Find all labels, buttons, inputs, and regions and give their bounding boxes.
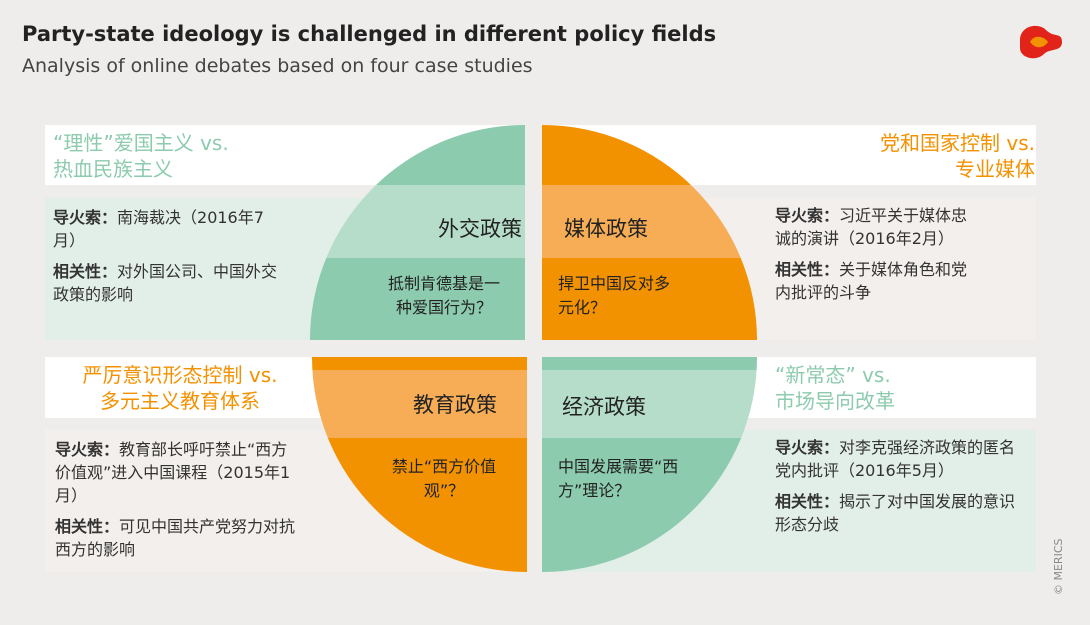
heading-line: 严厉意识形态控制 vs.: [82, 363, 278, 387]
question: 禁止“西方价值 观”？: [354, 455, 534, 503]
trigger: 导火索：对李克强经济政策的匿名党内批评（2016年5月）: [775, 436, 1020, 482]
trigger: 导火索：教育部长呼吁禁止“西方价值观”进入中国课程（2015年1月）: [55, 438, 300, 507]
band: [542, 258, 757, 340]
info-label: 导火索：: [775, 438, 840, 457]
subtitle: Analysis of online debates based on four…: [22, 55, 533, 77]
relevance: 相关性：揭示了对中国发展的意识形态分歧: [775, 490, 1020, 536]
heading-line: 党和国家控制 vs.: [880, 131, 1035, 155]
info-text: 对外国公司、中国外交政策的影响: [53, 262, 278, 304]
field-name: 教育政策: [413, 393, 497, 417]
band: [310, 258, 525, 340]
heading: 党和国家控制 vs. 专业媒体: [735, 130, 1035, 182]
info: 导火索：南海裁决（2016年7月） 相关性：对外国公司、中国外交政策的影响: [53, 206, 285, 306]
info-text: 可见中国共产党努力对抗西方的影响: [55, 517, 296, 559]
trigger: 导火索：习近平关于媒体忠诚的演讲（2016年2月）: [775, 204, 980, 250]
info-label: 导火索：: [55, 440, 120, 459]
heading: 严厉意识形态控制 vs. 多元主义教育体系: [30, 362, 330, 414]
heading-line: “新常态” vs.: [775, 363, 891, 387]
info-text: 关于媒体角色和党内批评的斗争: [775, 260, 968, 302]
heading-line: 市场导向改革: [775, 389, 895, 413]
question-line: 方”理论？: [558, 481, 631, 500]
info-label: 导火索：: [53, 208, 118, 227]
info-text: 对李克强经济政策的匿名党内批评（2016年5月）: [775, 438, 1016, 480]
band: [312, 370, 527, 438]
band: [542, 370, 757, 438]
band: [542, 357, 757, 370]
logo: [1020, 25, 1062, 59]
info-label: 相关性：: [775, 260, 840, 279]
question-line: 种爱国行为？: [395, 298, 492, 317]
question-line: 元化？: [558, 298, 607, 317]
info-text: 揭示了对中国发展的意识形态分歧: [775, 492, 1016, 534]
question-line: 捍卫中国反对多: [558, 274, 671, 293]
band: [310, 125, 525, 185]
heading-line: 多元主义教育体系: [100, 389, 260, 413]
question: 捍卫中国反对多 元化？: [558, 272, 738, 320]
relevance: 相关性：关于媒体角色和党内批评的斗争: [775, 258, 980, 304]
title: Party-state ideology is challenged in di…: [22, 22, 717, 46]
info-text: 习近平关于媒体忠诚的演讲（2016年2月）: [775, 206, 968, 248]
field-name: 媒体政策: [564, 217, 648, 241]
field-name: 经济政策: [562, 395, 646, 419]
trigger: 导火索：南海裁决（2016年7月）: [53, 206, 285, 252]
info-label: 导火索：: [775, 206, 840, 225]
question-line: 中国发展需要“西: [558, 457, 679, 476]
heading-line: “理性”爱国主义 vs.: [53, 131, 229, 155]
field-name: 外交政策: [438, 217, 522, 241]
info-label: 相关性：: [55, 517, 120, 536]
info-label: 相关性：: [775, 492, 840, 511]
heading-line: 专业媒体: [955, 157, 1035, 181]
info-text: 教育部长呼吁禁止“西方价值观”进入中国课程（2015年1月）: [55, 440, 291, 505]
question-line: 抵制肯德基是一: [387, 274, 500, 293]
relevance: 相关性：对外国公司、中国外交政策的影响: [53, 260, 285, 306]
info: 导火索：对李克强经济政策的匿名党内批评（2016年5月） 相关性：揭示了对中国发展…: [775, 436, 1020, 536]
relevance: 相关性：可见中国共产党努力对抗西方的影响: [55, 515, 300, 561]
info-label: 相关性：: [53, 262, 118, 281]
band: [542, 125, 757, 185]
question-line: 禁止“西方价值: [391, 457, 497, 476]
quarter: [542, 125, 757, 340]
heading-line: 热血民族主义: [53, 157, 173, 181]
question: 中国发展需要“西 方”理论？: [558, 455, 738, 503]
info: 导火索：教育部长呼吁禁止“西方价值观”进入中国课程（2015年1月） 相关性：可见…: [55, 438, 300, 561]
logo-shape: [1030, 36, 1048, 48]
info-text: 南海裁决（2016年7月）: [53, 208, 264, 250]
band: [312, 357, 527, 370]
heading: “理性”爱国主义 vs. 热血民族主义: [53, 130, 353, 182]
info: 导火索：习近平关于媒体忠诚的演讲（2016年2月） 相关性：关于媒体角色和党内批评…: [775, 204, 980, 304]
question-line: 观”？: [423, 481, 465, 500]
question: 抵制肯德基是一 种爱国行为？: [354, 272, 534, 320]
heading: “新常态” vs. 市场导向改革: [775, 362, 1075, 414]
